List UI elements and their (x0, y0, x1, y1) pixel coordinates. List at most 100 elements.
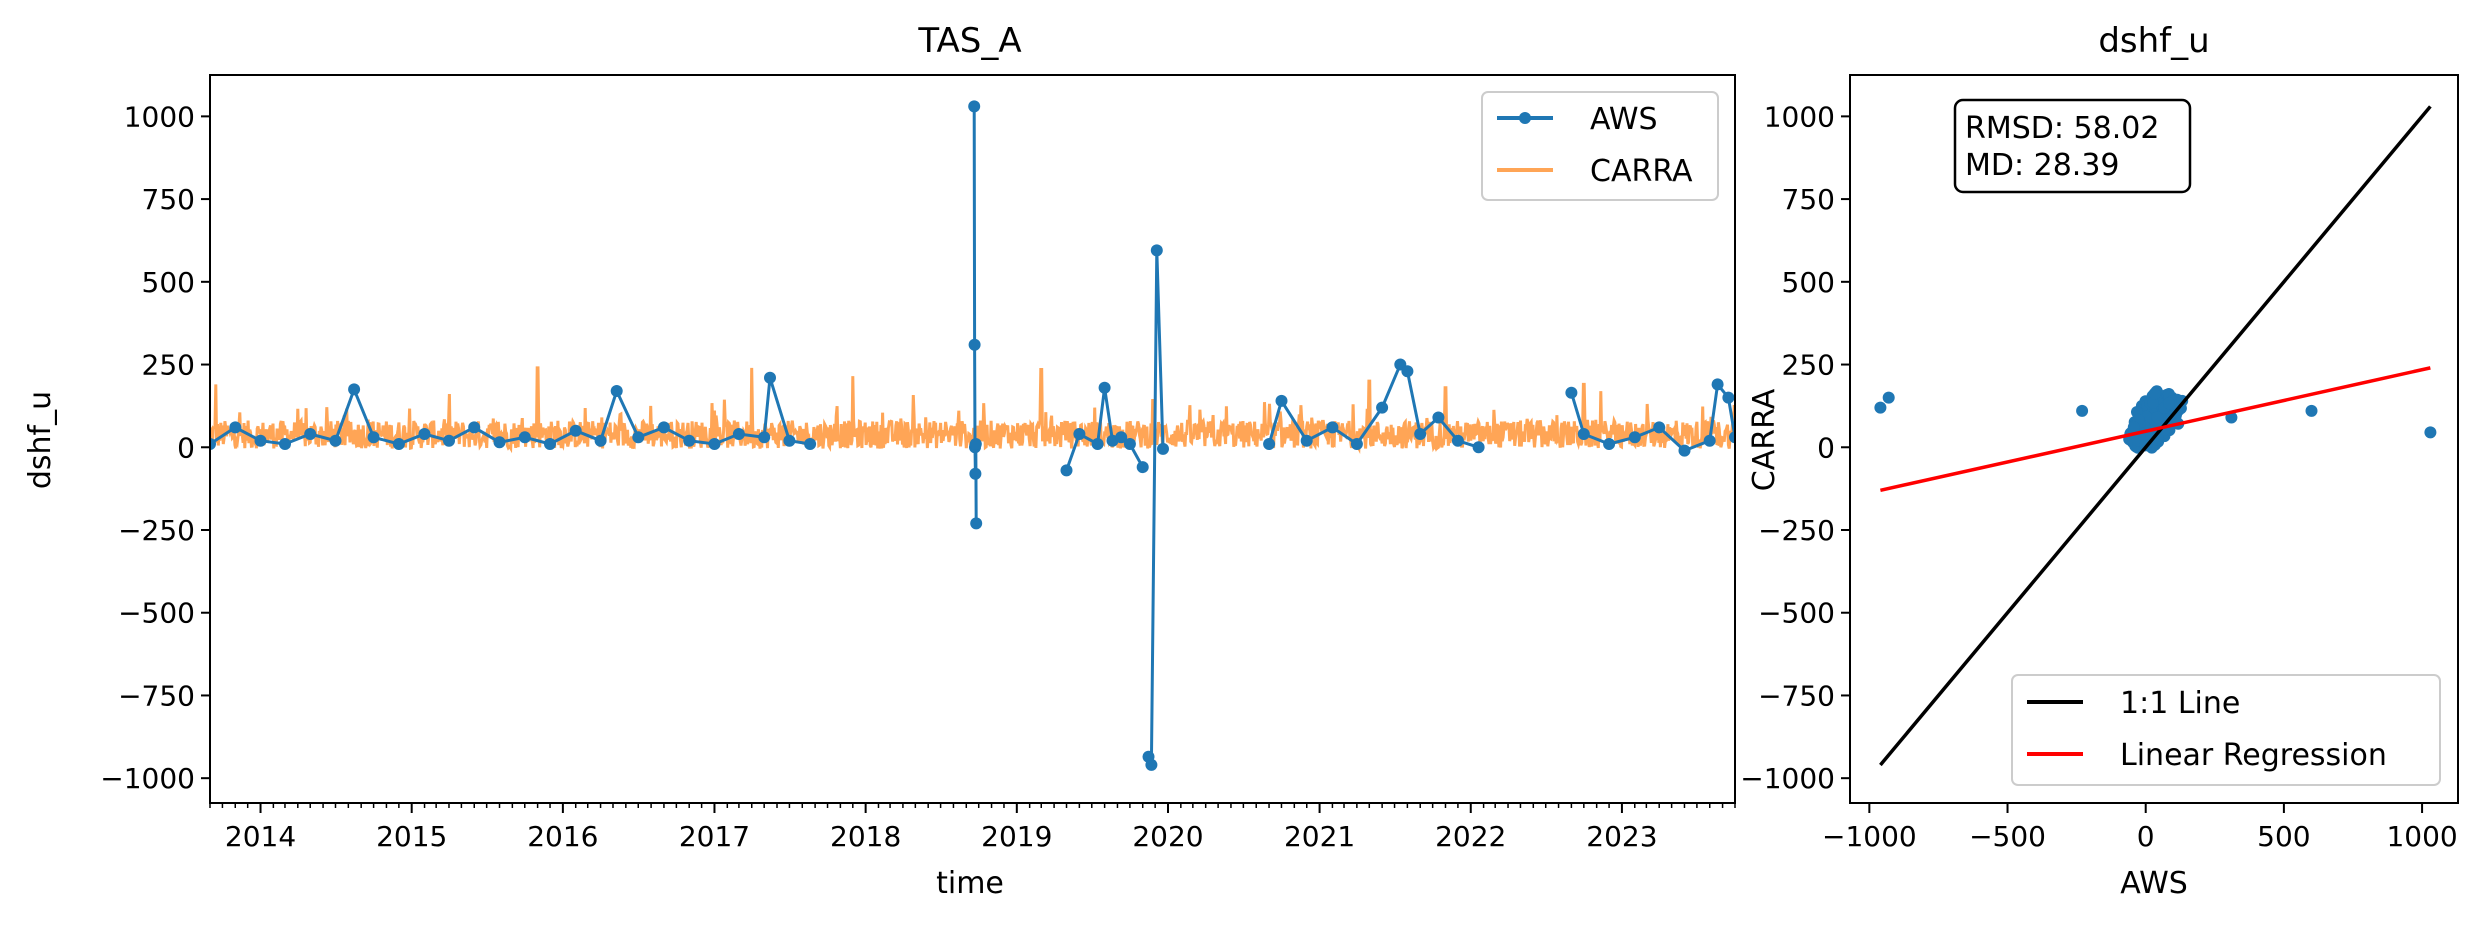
aws-point (708, 438, 721, 450)
aws-point (1451, 434, 1464, 447)
x-tick-label: 1000 (2386, 820, 2457, 853)
aws-point (783, 434, 796, 447)
aws-point (1472, 441, 1485, 454)
aws-point (970, 517, 983, 530)
aws-point (758, 431, 771, 444)
legend-one-to-one-label: 1:1 Line (2120, 686, 2240, 721)
aws-point (1263, 438, 1276, 450)
legend-regression-label: Linear Regression (2120, 738, 2387, 773)
aws-point (329, 434, 342, 447)
aws-point (594, 434, 607, 447)
scatter-plot-frame (1849, 74, 2459, 804)
x-tick-label: −1000 (1822, 820, 1917, 853)
scatter-point (1874, 401, 1887, 414)
x-tick-label: 2017 (679, 820, 750, 853)
carra-line (210, 366, 1735, 455)
scatter-point (2147, 397, 2159, 409)
aws-point (1711, 378, 1724, 391)
aws-point (969, 438, 982, 450)
legend-aws-label: AWS (1590, 102, 1658, 137)
aws-point (443, 434, 455, 447)
scatter-lines (1879, 105, 2432, 767)
y-tick-label: −1000 (100, 762, 195, 795)
aws-point (968, 100, 981, 113)
aws-point (1073, 428, 1086, 440)
aws-point (1432, 411, 1445, 424)
y-tick-label: 750 (142, 183, 195, 216)
aws-point (1300, 434, 1313, 447)
one-to-one-line (1879, 105, 2432, 767)
stats-annotation: RMSD: 58.02 MD: 28.39 (1953, 98, 2192, 194)
aws-point (348, 383, 361, 396)
x-tick-label: −500 (1969, 820, 2046, 853)
aws-point (493, 436, 506, 449)
aws-point (210, 438, 216, 450)
aws-point (518, 431, 531, 444)
timeseries-x-label: time (936, 866, 1004, 901)
x-tick-label: 2020 (1132, 820, 1203, 853)
aws-point (1628, 431, 1641, 444)
aws-point (367, 431, 380, 444)
aws-point (1729, 431, 1735, 444)
aws-point (1326, 421, 1339, 434)
rmsd-text: RMSD: 58.02 (1965, 111, 2159, 146)
scatter-y-label: CARRA (1747, 388, 1782, 491)
aws-point (1123, 438, 1136, 450)
x-tick-label: 2018 (830, 820, 901, 853)
y-tick-label: −750 (1758, 679, 1835, 712)
scatter-x-axis: −1000 −500 0 500 1000 (1822, 803, 2458, 853)
y-tick-label: 500 (142, 266, 195, 299)
aws-point (632, 431, 645, 444)
y-tick-label: 250 (1782, 349, 1835, 382)
aws-point (1722, 391, 1735, 404)
y-tick-label: 1000 (124, 100, 195, 133)
y-tick-label: −500 (118, 597, 195, 630)
y-tick-label: −250 (1758, 514, 1835, 547)
aws-point (1098, 381, 1111, 394)
scatter-point (2076, 404, 2089, 417)
scatter-point (2127, 421, 2140, 434)
y-tick-label: 500 (1782, 266, 1835, 299)
scatter-y-axis: 1000 750 500 250 0 −250 −500 −750 −1000 (1740, 100, 1850, 795)
legend-aws-marker (1519, 112, 1531, 124)
timeseries-legend: AWS CARRA (1481, 91, 1719, 201)
aws-point (392, 438, 405, 450)
aws-point (804, 438, 817, 450)
aws-point (1653, 421, 1666, 434)
aws-point (969, 467, 982, 480)
x-tick-label: 2022 (1435, 820, 1506, 853)
y-tick-label: 0 (1817, 431, 1835, 464)
x-tick-label: 0 (2137, 820, 2155, 853)
md-text: MD: 28.39 (1965, 148, 2120, 183)
scatter-legend: 1:1 Line Linear Regression (2011, 674, 2441, 786)
aws-point (544, 438, 556, 450)
stats-box (1953, 98, 2192, 194)
aws-point (1145, 758, 1158, 771)
x-tick-label: 2019 (981, 820, 1052, 853)
aws-point (304, 428, 317, 440)
aws-point (1703, 434, 1716, 447)
y-tick-label: −1000 (1740, 762, 1835, 795)
x-tick-label: 2023 (1586, 820, 1657, 853)
scatter-title: dshf_u (2098, 21, 2209, 61)
regression-line (1880, 366, 2431, 492)
scatter-point (2424, 426, 2437, 439)
scatter-panel: dshf_u 1000 750 500 250 0 −250 −500 −750 −1000 −… (1740, 21, 2459, 901)
aws-point (657, 421, 670, 434)
scatter-point (2151, 411, 2164, 424)
aws-line (1569, 380, 1735, 453)
timeseries-y-label: dshf_u (23, 391, 58, 489)
aws-point (229, 421, 242, 434)
aws-point (1414, 428, 1427, 440)
y-tick-label: −250 (118, 514, 195, 547)
y-tick-label: 1000 (1764, 100, 1835, 133)
x-tick-label: 2021 (1284, 820, 1355, 853)
aws-point (254, 434, 267, 447)
y-tick-label: 0 (177, 431, 195, 464)
scatter-point (2305, 404, 2318, 417)
aws-point (1565, 386, 1578, 399)
y-tick-label: 250 (142, 349, 195, 382)
x-tick-label: 2015 (376, 820, 447, 853)
aws-point (1150, 244, 1163, 257)
timeseries-plot-frame (209, 74, 1736, 804)
